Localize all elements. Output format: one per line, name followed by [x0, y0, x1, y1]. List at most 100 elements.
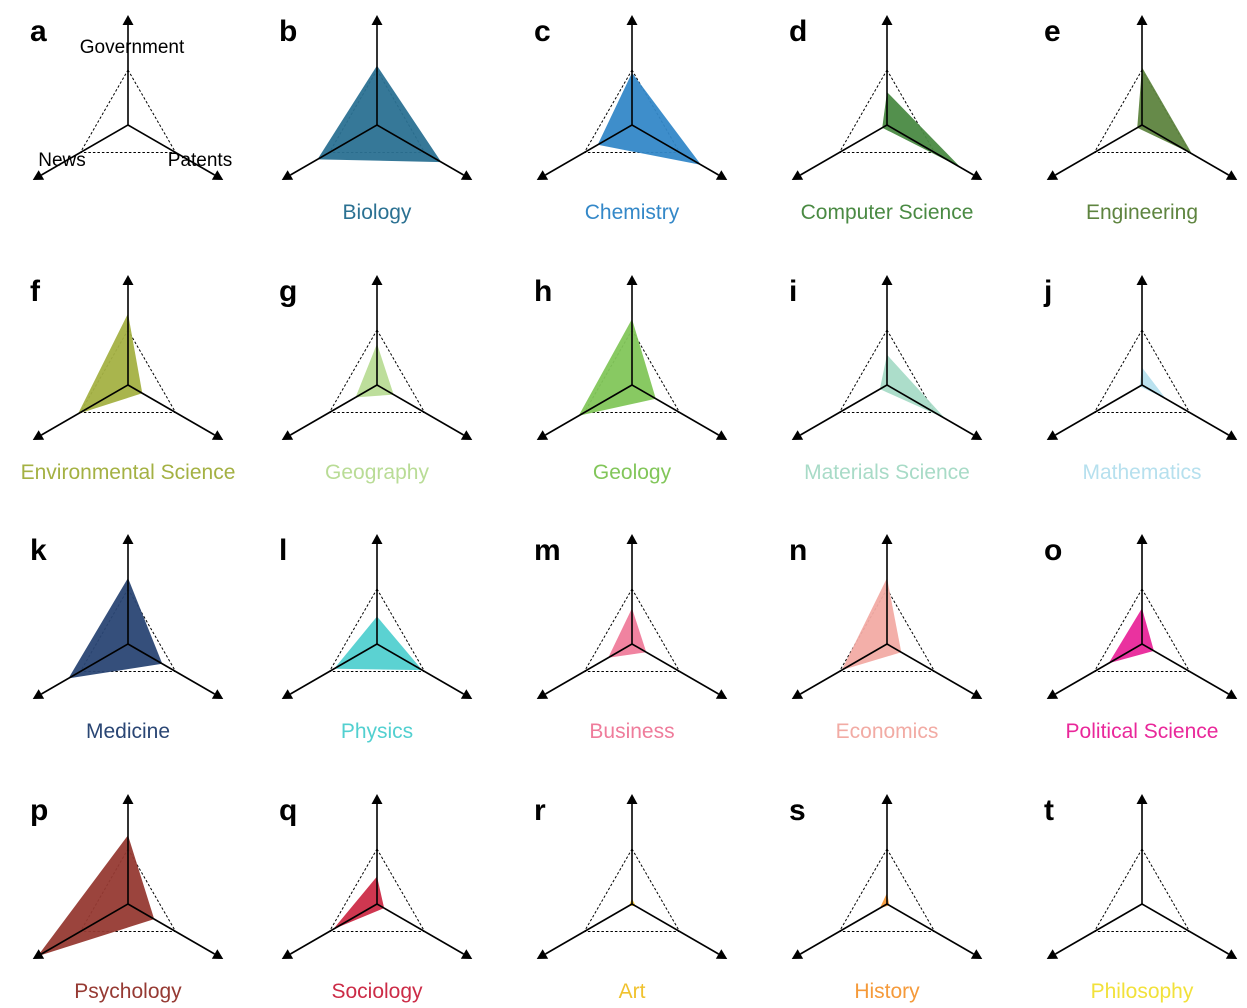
- data-area-k: [68, 578, 163, 679]
- arrowhead-government: [1136, 794, 1148, 804]
- axis-news: [544, 643, 633, 695]
- panel-title: Art: [619, 980, 646, 1003]
- panel-letter: k: [30, 534, 47, 567]
- arrowhead-government: [881, 794, 893, 804]
- panel-letter: f: [30, 275, 41, 308]
- panel-g: g Geography: [279, 275, 473, 484]
- panel-title: Political Science: [1066, 720, 1219, 743]
- axis-label-patents: Patents: [168, 150, 232, 171]
- axis-patents: [127, 643, 216, 695]
- arrowhead-patents: [715, 949, 728, 959]
- panel-e: e Engineering: [1044, 15, 1238, 224]
- panel-title: Computer Science: [801, 201, 974, 224]
- arrowhead-news: [536, 689, 549, 699]
- panel-title: Engineering: [1086, 201, 1198, 224]
- panel-letter: a: [30, 15, 47, 48]
- arrowhead-news: [1046, 170, 1059, 180]
- axis-news: [544, 124, 633, 176]
- arrowhead-patents: [1225, 949, 1238, 959]
- arrowhead-government: [881, 275, 893, 285]
- arrowhead-news: [281, 949, 294, 959]
- axis-news: [799, 643, 888, 695]
- data-area-j: [1139, 367, 1166, 399]
- panel-title: Medicine: [86, 720, 170, 743]
- axis-patents: [886, 124, 975, 176]
- axis-news: [289, 384, 378, 436]
- arrowhead-government: [122, 15, 134, 25]
- data-area-g: [355, 343, 394, 398]
- data-area-p: [37, 835, 155, 957]
- arrowhead-patents: [1225, 170, 1238, 180]
- data-area-c: [597, 72, 702, 165]
- arrowhead-government: [122, 794, 134, 804]
- arrowhead-government: [1136, 534, 1148, 544]
- axis-patents: [376, 384, 465, 436]
- arrowhead-news: [791, 949, 804, 959]
- axis-patents: [376, 124, 465, 176]
- panel-letter: p: [30, 794, 48, 827]
- axis-patents: [1141, 903, 1230, 955]
- axis-news: [1054, 643, 1143, 695]
- arrowhead-patents: [970, 689, 983, 699]
- data-area-e: [1137, 67, 1193, 154]
- arrowhead-government: [626, 275, 638, 285]
- arrowhead-patents: [460, 430, 473, 440]
- axis-patents: [1141, 384, 1230, 436]
- axis-news: [544, 384, 633, 436]
- arrowhead-patents: [970, 170, 983, 180]
- arrowhead-government: [881, 15, 893, 25]
- panel-d: d Computer Science: [789, 15, 983, 224]
- axis-patents: [1141, 643, 1230, 695]
- arrowhead-news: [32, 170, 45, 180]
- data-area-f: [77, 313, 143, 414]
- axis-patents: [886, 384, 975, 436]
- panel-title: Chemistry: [585, 201, 680, 224]
- arrowhead-government: [881, 534, 893, 544]
- panel-t: t Philosophy: [1044, 794, 1238, 1003]
- arrowhead-patents: [1225, 689, 1238, 699]
- arrowhead-news: [791, 689, 804, 699]
- arrowhead-patents: [211, 689, 224, 699]
- arrowhead-patents: [211, 430, 224, 440]
- panel-a: a Government Patents News: [30, 15, 232, 180]
- panel-letter: g: [279, 275, 297, 308]
- panel-letter: j: [1043, 275, 1052, 308]
- axis-news: [40, 124, 129, 176]
- arrowhead-patents: [715, 430, 728, 440]
- arrowhead-news: [32, 689, 45, 699]
- axis-news: [799, 903, 888, 955]
- panel-title: Sociology: [331, 980, 423, 1003]
- axis-news: [1054, 124, 1143, 176]
- panel-o: o Political Science: [1044, 534, 1238, 743]
- data-area-d: [882, 92, 961, 168]
- axis-label-government: Government: [80, 37, 185, 58]
- panel-letter: i: [789, 275, 797, 308]
- axis-label-news: News: [38, 150, 86, 171]
- arrowhead-patents: [211, 170, 224, 180]
- arrowhead-patents: [211, 949, 224, 959]
- panel-title: History: [854, 980, 920, 1003]
- arrowhead-news: [536, 170, 549, 180]
- arrowhead-government: [626, 794, 638, 804]
- panel-title: Psychology: [74, 980, 182, 1003]
- panel-letter: h: [534, 275, 552, 308]
- axis-patents: [886, 643, 975, 695]
- panel-title: Geography: [325, 461, 429, 484]
- panel-letter: l: [279, 534, 287, 567]
- panel-letter: c: [534, 15, 551, 48]
- panel-letter: m: [534, 534, 561, 567]
- panel-letter: d: [789, 15, 807, 48]
- panel-letter: o: [1044, 534, 1062, 567]
- arrowhead-news: [281, 170, 294, 180]
- panel-i: i Materials Science: [789, 275, 983, 484]
- arrowhead-government: [371, 275, 383, 285]
- arrowhead-government: [626, 15, 638, 25]
- panel-h: h Geology: [534, 275, 728, 484]
- arrowhead-news: [281, 689, 294, 699]
- axis-news: [40, 384, 129, 436]
- arrowhead-patents: [970, 430, 983, 440]
- data-area-h: [578, 319, 656, 416]
- arrowhead-news: [1046, 689, 1059, 699]
- axis-patents: [631, 643, 720, 695]
